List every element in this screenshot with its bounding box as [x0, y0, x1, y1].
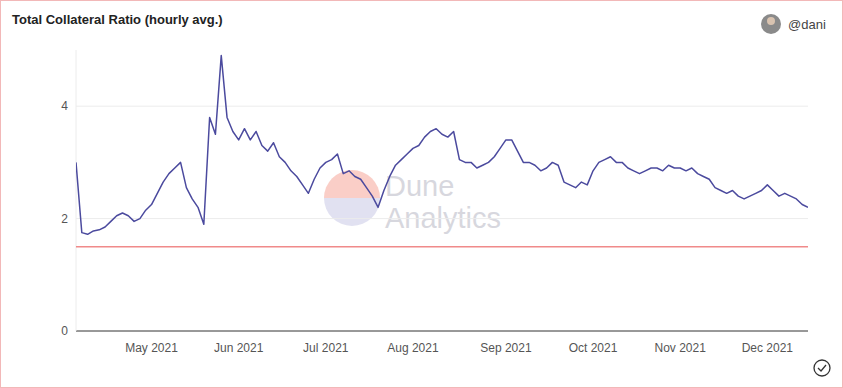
x-tick-label: May 2021 — [125, 341, 178, 355]
avatar-face — [767, 17, 775, 25]
y-tick-label: 4 — [61, 99, 68, 113]
ratio-line — [76, 56, 808, 235]
x-tick-label: Jun 2021 — [214, 341, 264, 355]
check-mark — [818, 365, 826, 371]
grid-line — [76, 106, 808, 107]
check-icon — [814, 360, 830, 376]
avatar — [761, 14, 781, 34]
x-axis-line — [76, 331, 808, 332]
y-axis-line — [76, 50, 77, 331]
frame — [1, 1, 843, 388]
title: Total Collateral Ratio (hourly avg.) — [12, 12, 223, 27]
grid-line — [76, 218, 808, 219]
user: @dani — [788, 17, 826, 32]
watermark-line: Analytics — [385, 202, 501, 234]
x-tick-label: Jul 2021 — [303, 341, 349, 355]
watermark-logo — [324, 170, 380, 226]
x-tick-label: Oct 2021 — [569, 341, 618, 355]
watermark: DuneAnalytics — [324, 170, 501, 234]
watermark-line: Dune — [385, 170, 454, 202]
plot-area — [76, 56, 808, 247]
x-tick-label: Aug 2021 — [387, 341, 439, 355]
x-tick-label: Dec 2021 — [742, 341, 794, 355]
y-tick-label: 2 — [61, 212, 68, 226]
x-tick-label: Nov 2021 — [655, 341, 707, 355]
chart: Total Collateral Ratio (hourly avg.) @dan… — [0, 0, 843, 388]
x-tick-label: Sep 2021 — [480, 341, 532, 355]
threshold-line — [76, 246, 808, 248]
y-tick-label: 0 — [61, 324, 68, 338]
watermark-text: DuneAnalytics — [385, 170, 501, 234]
